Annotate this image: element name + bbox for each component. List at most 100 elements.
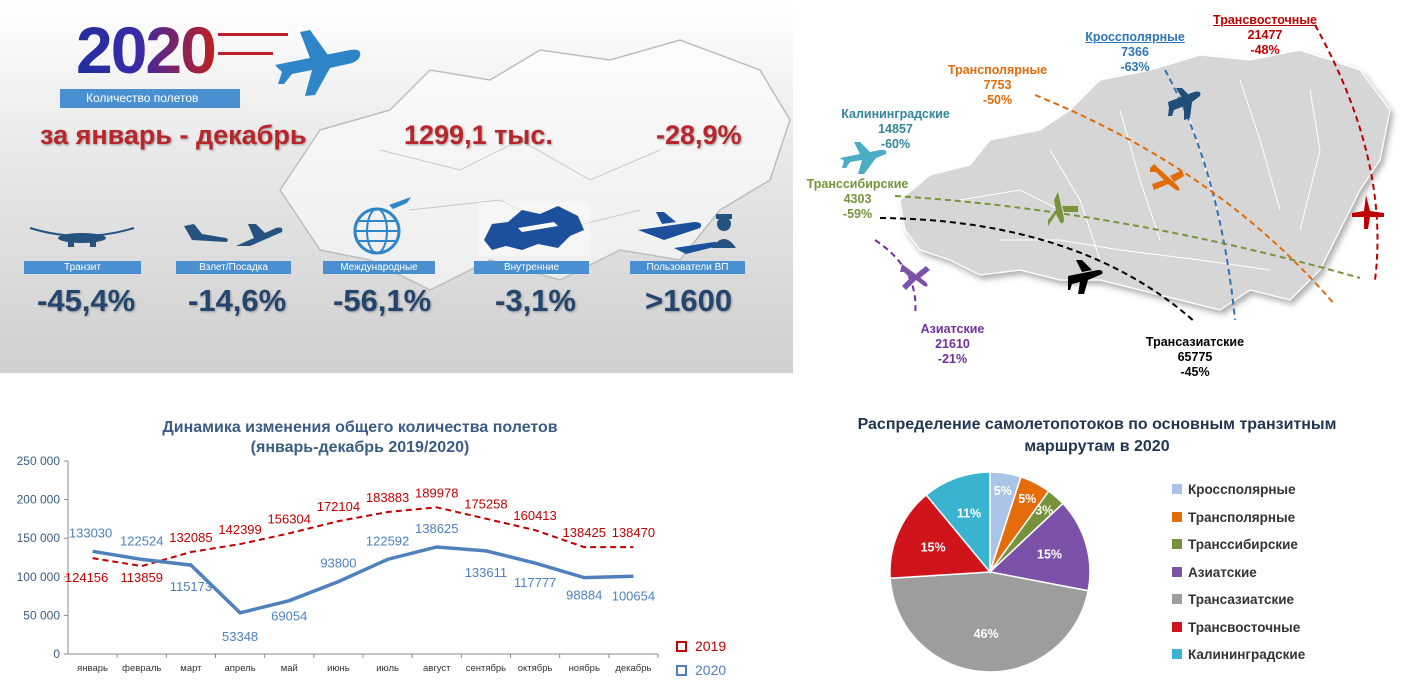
category-value-transit: -45,4% <box>37 283 136 318</box>
route-count: 4303 <box>843 192 872 206</box>
category-value-international: -56,1% <box>333 283 432 318</box>
data-label-2020: 115173 <box>170 579 212 594</box>
russia-route-map <box>840 24 1391 323</box>
pie-legend-item: Трансазиатские <box>1172 592 1305 620</box>
line-chart-title: Динамика изменения общего количества пол… <box>162 419 558 436</box>
globe-icon <box>353 197 411 255</box>
pie-legend-label: Трансполярные <box>1188 509 1296 525</box>
pie-legend-label: Трансвосточные <box>1188 619 1301 635</box>
domestic-map-icon <box>478 202 590 256</box>
pie-slice-label: 15% <box>921 540 946 554</box>
y-tick-label: 200 000 <box>17 493 61 507</box>
pie-legend-swatch <box>1172 484 1182 494</box>
x-tick-label: ноябрь <box>569 663 600 674</box>
route-name: Кроссполярные <box>1085 30 1185 44</box>
route-name: Азиатские <box>920 322 985 336</box>
y-tick-label: 50 000 <box>23 608 60 622</box>
legend-item-2019: 2019 <box>676 638 726 654</box>
data-label-2020: 117777 <box>514 575 556 590</box>
pie-legend-swatch <box>1172 594 1182 604</box>
data-label-2019: 175258 <box>464 497 507 512</box>
airplane-icon-asian <box>900 264 930 290</box>
route-line-transasian <box>879 217 1196 323</box>
decor-line <box>218 33 288 36</box>
x-tick-label: апрель <box>224 663 255 674</box>
pie-legend-item: Азиатские <box>1172 565 1305 593</box>
airplane-icon-transpolar <box>1150 164 1184 191</box>
route-label-transsiberian: Транссибирские 4303 -59% <box>800 177 925 222</box>
pie-legend-swatch <box>1172 621 1182 632</box>
pie-legend-swatch <box>1172 566 1182 577</box>
route-line-transsiberian <box>894 195 1361 279</box>
line-chart: 0 50 000 100 000 150 000 200 000 250 000 январ… <box>17 454 659 674</box>
data-label-2020: 93800 <box>320 556 356 571</box>
route-change: -59% <box>842 207 873 221</box>
transit-airplane-icon <box>29 227 135 247</box>
route-count: 65775 <box>1177 350 1213 364</box>
route-count: 21477 <box>1247 28 1283 42</box>
x-tick-label: июнь <box>327 663 350 674</box>
summary-panel: 2020 Количество полетов за январь - дека… <box>0 0 793 373</box>
pie-slice <box>988 502 1091 592</box>
route-count: 21610 <box>935 337 970 351</box>
pie-legend-item: Трансполярные <box>1172 510 1305 538</box>
route-change: -50% <box>982 93 1013 107</box>
route-line-transeastern <box>1314 24 1379 281</box>
russia-shape <box>899 49 1391 311</box>
route-line-asian <box>874 239 917 316</box>
airplane-icon <box>275 30 361 96</box>
route-map-panel: Кроссполярные 7366 -63% Трансвосточные 2… <box>800 0 1404 390</box>
pie-chart-title: Распределение самолетопотоков по основны… <box>857 416 1337 455</box>
pie-slice-label: 15% <box>1037 548 1062 562</box>
pie-slice-label: 11% <box>957 507 981 521</box>
airspace-users-icon <box>638 212 736 254</box>
pie-legend-swatch <box>1172 649 1182 659</box>
pie-legend-swatch <box>1172 511 1182 522</box>
pie-slice-label: 5% <box>1018 492 1036 506</box>
category-value-takeoff: -14,6% <box>188 283 287 318</box>
route-count: 7366 <box>1121 45 1149 59</box>
legend-label-2019: 2019 <box>695 638 727 654</box>
year-caption: Количество полетов <box>60 89 240 108</box>
y-tick-label: 150 000 <box>17 531 61 545</box>
data-label-2019: 160413 <box>513 508 556 523</box>
legend-swatch-2020 <box>676 665 687 676</box>
year-title: 2020 <box>76 13 217 87</box>
line-chart-title-block: Динамика изменения общего количества пол… <box>90 418 630 458</box>
takeoff-landing-icon <box>184 224 283 246</box>
pie-chart: 5%5%3%15%46%15%11% <box>889 471 1091 673</box>
pie-legend-label: Азиатские <box>1188 564 1257 580</box>
route-change: -45% <box>1180 365 1210 379</box>
x-tick-label: сентябрь <box>466 663 506 674</box>
route-change: -63% <box>1120 60 1150 74</box>
route-label-transpolar: Трансполярные 7753 -50% <box>930 63 1065 108</box>
category-value-users: >1600 <box>645 283 733 318</box>
route-label-transeastern: Трансвосточные 21477 -48% <box>1200 13 1330 58</box>
pie-slice-label: 46% <box>974 627 999 641</box>
pie-legend-label: Кроссполярные <box>1188 482 1296 497</box>
x-tick-label: май <box>281 663 298 674</box>
pie-legend-label: Транссибирские <box>1188 537 1298 552</box>
pie-slice-label: 5% <box>994 484 1012 498</box>
category-label-users: Пользователи ВП <box>630 261 745 274</box>
legend-swatch-2019 <box>676 641 687 652</box>
data-label-2019: 132085 <box>169 530 212 545</box>
x-tick-label: август <box>423 663 451 674</box>
route-line-transpolar <box>1034 94 1336 306</box>
airplane-icon-transeastern <box>1352 195 1384 229</box>
x-tick-label: февраль <box>122 663 161 674</box>
airplane-icon-transsiberian <box>1048 192 1078 226</box>
data-label-2019: 113859 <box>121 570 163 585</box>
route-count: 7753 <box>983 78 1012 92</box>
pie-slice <box>889 493 992 580</box>
airplane-icon-crosspolar <box>1168 88 1201 120</box>
category-label-takeoff: Взлет/Посадка <box>176 261 291 274</box>
y-tick-label: 0 <box>53 647 60 661</box>
category-label-transit: Транзит <box>24 261 141 274</box>
category-label-domestic: Внутренние <box>474 261 589 274</box>
data-label-2019: 142399 <box>218 522 261 537</box>
data-label-2020: 69054 <box>271 609 307 624</box>
airplane-icon-transasian <box>1068 260 1103 294</box>
pie-legend-swatch <box>1172 539 1182 549</box>
data-label-2019: 183883 <box>366 490 409 505</box>
